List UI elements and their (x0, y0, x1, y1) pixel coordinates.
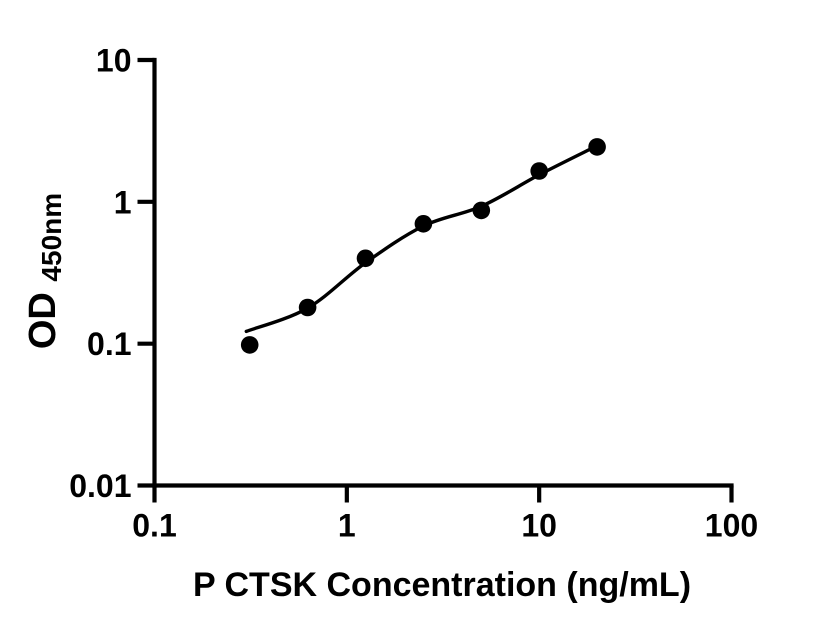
y-axis-title-main: OD (22, 292, 64, 349)
y-tick-label: 10 (96, 43, 132, 79)
y-axis-title: OD 450nm (22, 193, 67, 349)
y-axis-title-subscript: 450nm (36, 193, 67, 282)
x-tick-label: 100 (705, 508, 758, 544)
y-tick-label: 1 (114, 184, 132, 220)
x-tick-label: 1 (338, 508, 356, 544)
x-axis-title: P CTSK Concentration (ng/mL) (193, 566, 691, 604)
x-tick-label: 10 (521, 508, 557, 544)
data-point-marker (472, 201, 491, 220)
data-point-marker (530, 162, 548, 180)
data-point-marker (588, 138, 606, 156)
x-tick-label: 0.1 (132, 508, 176, 544)
y-tick-label: 0.1 (87, 326, 131, 362)
data-point-marker (240, 336, 259, 354)
data-point-marker (298, 298, 317, 317)
y-tick-label: 0.01 (69, 468, 131, 504)
data-points (240, 138, 606, 354)
data-point-marker (356, 249, 375, 268)
data-point-marker (414, 215, 433, 233)
